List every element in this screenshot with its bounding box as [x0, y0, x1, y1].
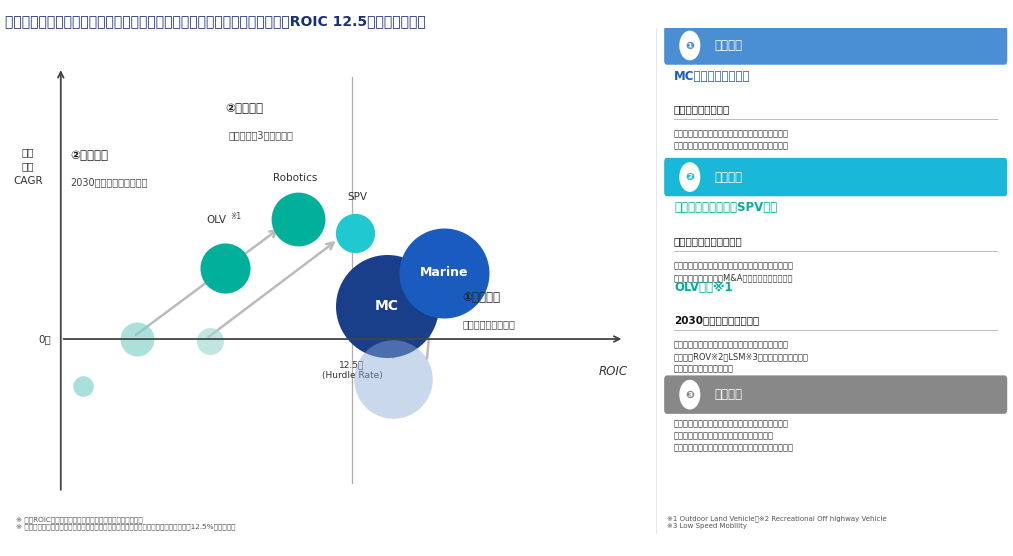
Text: 業界トップ３の地位確立: 業界トップ３の地位確立 — [674, 236, 743, 246]
Point — [129, 335, 145, 344]
Point — [218, 264, 234, 272]
Text: ROIC: ROIC — [599, 365, 627, 378]
Text: ※1: ※1 — [231, 212, 241, 221]
Point — [436, 269, 452, 277]
Text: 事業拡大を目指す領域、見極める領域を定め、新規
事業内でポートフォリオの入れ替えを行う。
拡大領域：農業、モビリティサービス、低速自動走行: 事業拡大を目指す領域、見極める領域を定め、新規 事業内でポートフォリオの入れ替え… — [674, 419, 794, 452]
Text: ❷: ❷ — [686, 172, 694, 182]
Circle shape — [680, 380, 700, 409]
Text: 2030年に向けた基盤構築: 2030年に向けた基盤構築 — [674, 315, 760, 325]
Text: 売上
収益
CAGR: 売上 収益 CAGR — [13, 147, 43, 186]
Text: ❶: ❶ — [686, 41, 694, 51]
Text: 新規事業: 新規事業 — [714, 388, 743, 401]
Text: OLV事業※1: OLV事業※1 — [674, 281, 732, 294]
Text: Robotics: Robotics — [272, 173, 317, 183]
Text: SPV: SPV — [347, 192, 367, 202]
Text: 成長と収益性の両立: 成長と収益性の両立 — [674, 104, 730, 114]
Text: ※ 事業ROICには、本社コーポレート費用が含まれません。
※ 事業ハードルレートは、金融サービス事業、本社コーポレート費用の影響を考慮した12.5%とします。: ※ 事業ROICには、本社コーポレート費用が含まれません。 ※ 事業ハードルレー… — [16, 516, 236, 530]
Circle shape — [680, 163, 700, 191]
Text: ①コア事業: ①コア事業 — [463, 291, 500, 304]
Text: 環境変化を素早く捉え、ポートフォリオ戦略を機動的に修正、全ての事業でROIC 12.5％以上を目指す: 環境変化を素早く捉え、ポートフォリオ戦略を機動的に修正、全ての事業でROIC 1… — [5, 14, 425, 28]
Point — [385, 375, 401, 384]
Text: ❸: ❸ — [686, 390, 694, 400]
Point — [290, 214, 306, 223]
Point — [347, 228, 364, 237]
Text: ※1 Outdoor Land Vehicle　※2 Recreational Off highway Vehicle
※3 Low Speed Mobilit: ※1 Outdoor Land Vehicle ※2 Recreational … — [667, 515, 886, 529]
Text: ロボティクス事業・SPV事業: ロボティクス事業・SPV事業 — [674, 201, 777, 215]
Circle shape — [680, 31, 700, 59]
Text: Marine: Marine — [419, 266, 468, 279]
Text: 12.5％
(Hurdle Rate): 12.5％ (Hurdle Rate) — [322, 360, 382, 380]
Text: 重要性を増す北米市場で、統合戦略の一角を担う。
拡大するROV※2とLSM※3市場を開拓するための
投資を中期内で判断する。: 重要性を増す北米市場で、統合戦略の一角を担う。 拡大するROV※2とLSM※3市… — [674, 340, 808, 374]
FancyBboxPatch shape — [665, 26, 1007, 64]
Text: 0％: 0％ — [38, 334, 52, 344]
Text: MC事業・マリン事業: MC事業・マリン事業 — [674, 70, 751, 83]
FancyBboxPatch shape — [665, 375, 1007, 414]
Text: ②戦略事業: ②戦略事業 — [70, 150, 108, 162]
Point — [202, 337, 218, 346]
Text: 成長と収益性の両立: 成長と収益性の両立 — [463, 319, 516, 329]
Text: 業界トップ3の地位確立: 業界トップ3の地位確立 — [229, 130, 294, 140]
Text: コア事業: コア事業 — [714, 39, 743, 52]
Text: 事業利益を製品・設備に再投資し、注力領域での高
い市場シェアを獲得。成長と収益性を両立させる。: 事業利益を製品・設備に再投資し、注力領域での高 い市場シェアを獲得。成長と収益性… — [674, 130, 789, 151]
Text: 2030年に向けた基盤構築: 2030年に向けた基盤構築 — [70, 177, 148, 187]
Point — [75, 382, 91, 391]
Text: ②戦略事業: ②戦略事業 — [226, 102, 263, 115]
Text: 長期的な成長市場で、業界トップ３の地位を確立し、
その先の一手として、M&Aなどの機会を探索する: 長期的な成長市場で、業界トップ３の地位を確立し、 その先の一手として、M&Aなど… — [674, 261, 794, 282]
Text: 戦略事業: 戦略事業 — [714, 171, 743, 183]
Point — [379, 301, 395, 310]
Text: MC: MC — [375, 299, 399, 313]
Text: OLV: OLV — [207, 215, 226, 225]
FancyBboxPatch shape — [665, 158, 1007, 196]
